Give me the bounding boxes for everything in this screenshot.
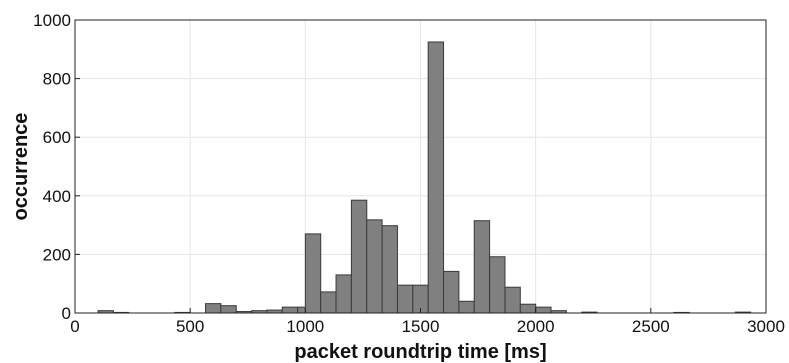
y-axis-label: occurrence	[10, 113, 32, 221]
x-tick-label-2: 1000	[286, 317, 324, 336]
histogram-bar-3	[205, 303, 222, 314]
x-tick-label-1: 500	[176, 317, 204, 336]
histogram-bars	[97, 41, 752, 314]
histogram-bar-19	[443, 270, 460, 314]
y-tick-labels: 0 200 400 600 800 1000	[33, 11, 71, 323]
histogram-bar-18	[427, 41, 445, 314]
x-tick-labels: 0 500 1000 1500 2000 2500 3000	[70, 317, 785, 336]
y-tick-label-1: 200	[43, 245, 71, 264]
histogram-bar-25	[535, 306, 552, 314]
histogram-bar-16	[396, 284, 414, 314]
histogram-bar-20	[458, 300, 475, 314]
histogram-bar-15	[381, 225, 398, 314]
x-tick-label-4: 2000	[517, 317, 555, 336]
y-tick-label-0: 0	[62, 304, 71, 323]
y-tick-label-2: 400	[43, 187, 71, 206]
x-axis-label: packet roundtrip time [ms]	[294, 341, 546, 363]
grid-lines	[75, 20, 766, 313]
histogram-bar-12	[335, 274, 352, 314]
histogram-bar-14	[366, 219, 383, 314]
histogram-bar-8	[281, 306, 299, 314]
histogram-bar-21	[473, 220, 491, 314]
y-tick-label-5: 1000	[33, 11, 71, 30]
histogram-bar-10	[304, 233, 322, 314]
histogram-bar-11	[320, 291, 337, 314]
x-tick-label-3: 1500	[402, 317, 440, 336]
x-tick-label-0: 0	[70, 317, 79, 336]
histogram-bar-22	[489, 256, 506, 314]
histogram-bar-13	[350, 199, 368, 314]
y-tick-label-3: 600	[43, 128, 71, 147]
x-tick-label-5: 2500	[632, 317, 670, 336]
y-tick-label-4: 800	[43, 70, 71, 89]
axis-ticks	[74, 19, 767, 314]
histogram-bar-4	[220, 305, 237, 314]
histogram-bar-24	[519, 303, 537, 314]
x-tick-label-6: 3000	[747, 317, 785, 336]
histogram-bar-23	[504, 286, 521, 314]
